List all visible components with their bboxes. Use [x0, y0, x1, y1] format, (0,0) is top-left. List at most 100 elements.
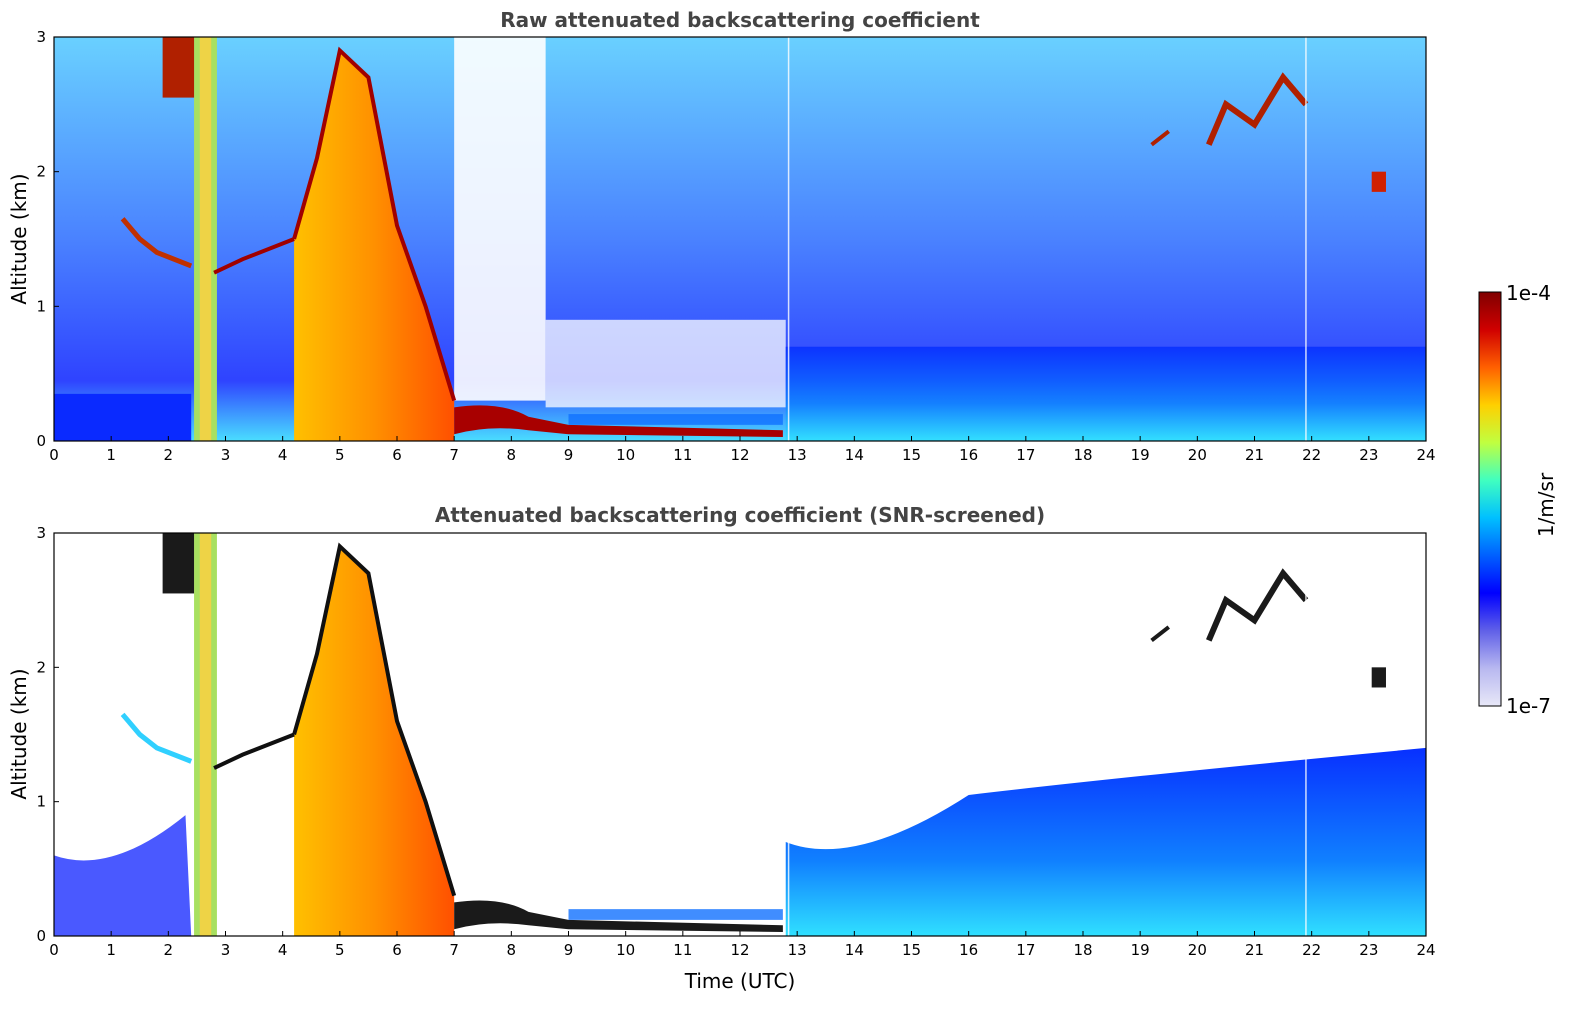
- panel2-xtick-label: 0: [49, 941, 59, 959]
- panel1-left-cloud-2: [213, 237, 295, 275]
- colorbar-gradient: [1479, 292, 1501, 706]
- panel1-ylabel: Altitude (km): [7, 173, 31, 304]
- panel2-mid-cloud-top: [292, 542, 457, 897]
- panel1-clear-gap: [454, 37, 546, 401]
- panel2-xtick-label: 16: [959, 941, 978, 959]
- panel2-ytick-label: 1: [36, 793, 46, 811]
- panel2-xlabel: Time (UTC): [684, 969, 796, 993]
- panel1-xtick-label: 14: [845, 446, 864, 464]
- panel2-xtick-label: 10: [616, 941, 635, 959]
- panel1-mid-cloud: [294, 50, 455, 441]
- colorbar-min-label: 1e-7: [1506, 694, 1551, 718]
- panel2-xtick-label: 4: [278, 941, 288, 959]
- panel2-low-cloud-halo: [568, 909, 783, 920]
- panel1-xtick-label: 11: [673, 446, 692, 464]
- panel2-xtick-label: 17: [1016, 941, 1035, 959]
- panel2-xtick-label: 11: [673, 941, 692, 959]
- panel1-xtick-label: 8: [507, 446, 517, 464]
- panel2-cirrus-left: [162, 533, 195, 594]
- panel1-ytick-label: 2: [36, 163, 46, 181]
- panel2-xtick-label: 1: [106, 941, 116, 959]
- colorbar-max-label: 1e-4: [1506, 281, 1551, 305]
- panel2-xtick-label: 20: [1188, 941, 1207, 959]
- panel2-xtick-label: 13: [788, 941, 807, 959]
- panel2-upper-cloud-mid: [1150, 625, 1170, 643]
- panel1-xtick-label: 0: [49, 446, 59, 464]
- panel2-boundary-layer: [785, 747, 1426, 936]
- panel2-xtick-label: 6: [392, 941, 402, 959]
- panel2-xtick-label: 15: [902, 941, 921, 959]
- panel2-x-ticks: 0 1 2 3 4 5 6 7 8 9 10 11 12 13 14 15 16 17 18 19 20 21 22 23 24: [49, 931, 1436, 959]
- panel1-cirrus-left: [162, 37, 195, 98]
- panel1-clear-low: [545, 319, 786, 408]
- panel1-xtick-label: 2: [164, 446, 174, 464]
- panel2-xtick-label: 12: [730, 941, 749, 959]
- panel1-xtick-label: 18: [1073, 446, 1092, 464]
- panel2-ytick-label: 2: [36, 658, 46, 676]
- panel1-xtick-label: 23: [1359, 446, 1378, 464]
- panel2-ytick-label: 0: [36, 927, 46, 945]
- panel2-mid-cloud: [294, 546, 455, 936]
- panel1-xtick-label: 5: [335, 446, 345, 464]
- panel1-ytick-label: 3: [36, 28, 46, 46]
- panel1-xtick-label: 21: [1245, 446, 1264, 464]
- panel2-xtick-label: 7: [449, 941, 459, 959]
- panel1-xtick-label: 15: [902, 446, 921, 464]
- panel1-xtick-label: 1: [106, 446, 116, 464]
- panel1-xtick-label: 19: [1131, 446, 1150, 464]
- panel2-cloud-column-core: [199, 533, 212, 936]
- panel1-title: Raw attenuated backscattering coefficien…: [500, 8, 980, 32]
- panel1-xtick-label: 6: [392, 446, 402, 464]
- panel1-cloud-column-core: [199, 37, 212, 441]
- panel2-upper-cloud-right: [1206, 568, 1309, 642]
- panel1-left-cloud: [120, 217, 193, 269]
- panel1-xtick-label: 24: [1416, 446, 1435, 464]
- panel1-ytick-label: 1: [36, 297, 46, 315]
- panel1-xtick-label: 22: [1302, 446, 1321, 464]
- panel2-xtick-label: 3: [221, 941, 231, 959]
- panel1-xtick-label: 16: [959, 446, 978, 464]
- panel2-xtick-label: 24: [1416, 941, 1435, 959]
- panel2-ytick-label: 3: [36, 524, 46, 542]
- colorbar-label: 1/m/sr: [1534, 472, 1558, 537]
- panel2-title: Attenuated backscattering coefficient (S…: [435, 503, 1045, 527]
- panel1-y-ticks: 0 1 2 3: [36, 28, 59, 450]
- panel1-upper-cloud-mid: [1150, 129, 1170, 147]
- panel1-xtick-label: 10: [616, 446, 635, 464]
- panel1-ytick-label: 0: [36, 432, 46, 450]
- panel2-ylabel: Altitude (km): [7, 668, 31, 799]
- panel1-xtick-label: 20: [1188, 446, 1207, 464]
- panel2-xtick-label: 18: [1073, 941, 1092, 959]
- panel1-xtick-label: 7: [449, 446, 459, 464]
- panel1-x-ticks: 0 1 2 3 4 5 6 7 8 9 10 11 12 13 14 15 16 17 18 19 20 21 22 23 24: [49, 436, 1436, 464]
- panel2-xtick-label: 2: [164, 941, 174, 959]
- panel2-xtick-label: 14: [845, 941, 864, 959]
- panel2-heatmap: [54, 533, 1426, 936]
- panel1-mid-cloud-top: [292, 46, 457, 402]
- panel1-early-bl: [54, 393, 192, 441]
- panel1-xtick-label: 13: [788, 446, 807, 464]
- colorbar: 1e-4 1e-7 1/m/sr: [1478, 281, 1558, 718]
- panel2-xtick-label: 22: [1302, 941, 1321, 959]
- panel2-left-cloud-2: [213, 732, 295, 770]
- panel1-upper-cloud-small: [1371, 171, 1386, 192]
- panel1-upper-cloud-right: [1206, 72, 1309, 146]
- panel1-xtick-label: 4: [278, 446, 288, 464]
- panel2-xtick-label: 5: [335, 941, 345, 959]
- panel2-xtick-label: 9: [564, 941, 574, 959]
- panel2-low-cloud-base: [454, 900, 783, 932]
- panel2-xtick-label: 19: [1131, 941, 1150, 959]
- panel1-low-cloud-base: [454, 405, 783, 437]
- panel1-xtick-label: 9: [564, 446, 574, 464]
- panel2-upper-cloud-small: [1371, 667, 1386, 688]
- panel2-early-bl: [54, 815, 192, 936]
- panel1-low-cloud-halo: [568, 414, 783, 425]
- panel1-xtick-label: 3: [221, 446, 231, 464]
- panel2-xtick-label: 8: [507, 941, 517, 959]
- panel1-heatmap: [54, 37, 1426, 441]
- panel2-left-cloud: [120, 712, 193, 764]
- colorbar-frame: [1478, 291, 1502, 707]
- panel1-xtick-label: 17: [1016, 446, 1035, 464]
- panel2-xtick-label: 23: [1359, 941, 1378, 959]
